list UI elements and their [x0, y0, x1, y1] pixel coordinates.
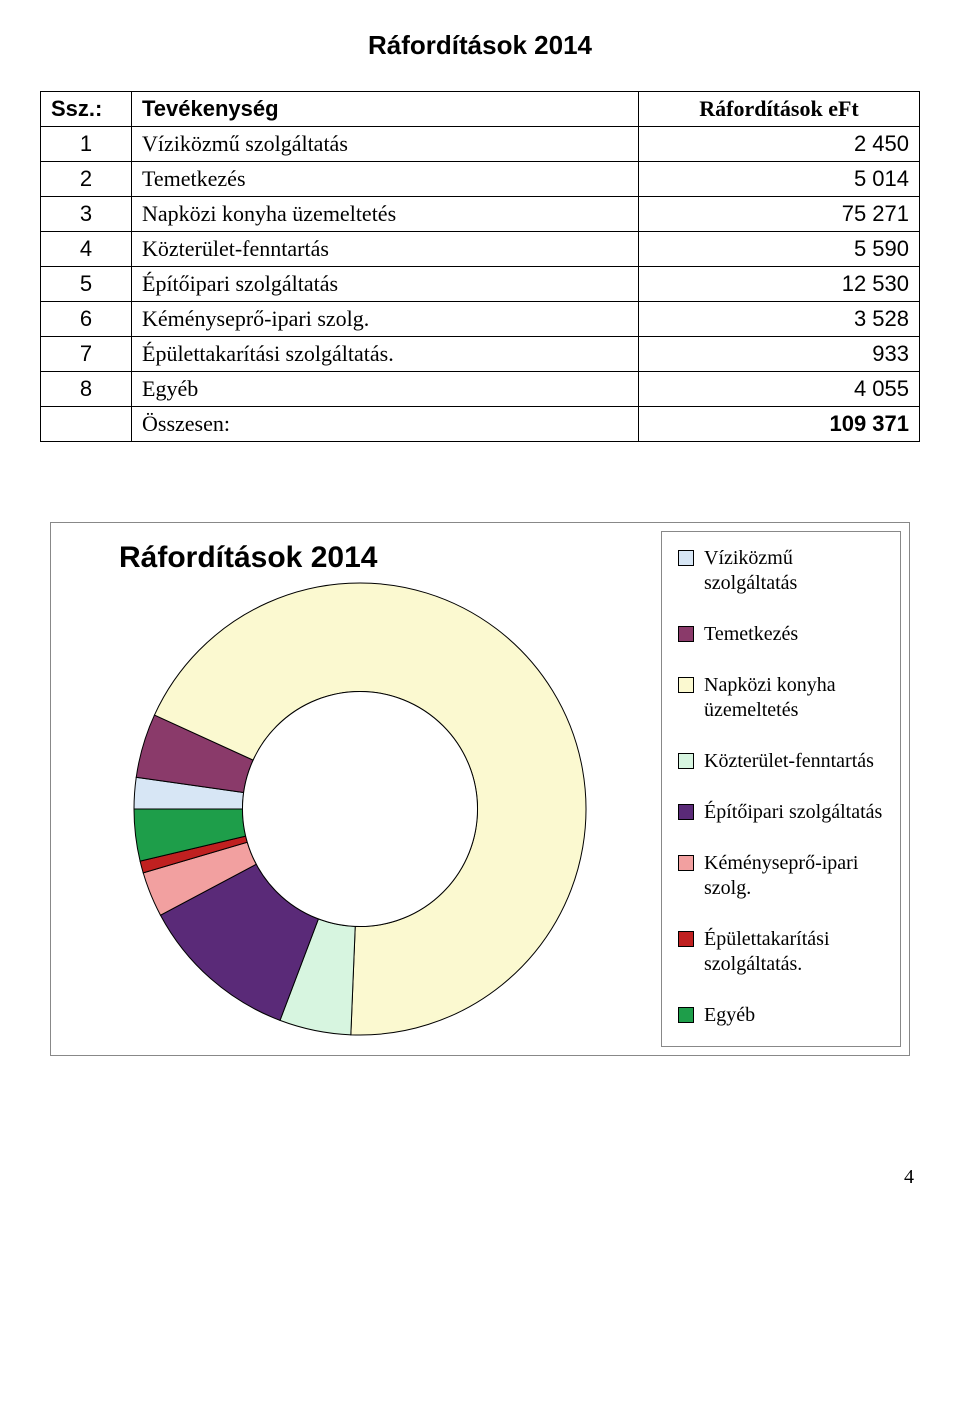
cell-value: 933: [639, 337, 920, 372]
legend-swatch: [678, 550, 694, 566]
col-header-activity: Tevékenység: [132, 92, 639, 127]
table-row: 2Temetkezés5 014: [41, 162, 920, 197]
cell-activity: Építőipari szolgáltatás: [132, 267, 639, 302]
page-number: 4: [40, 1166, 920, 1189]
col-header-value: Ráfordítások eFt: [639, 92, 920, 127]
cell-activity: Egyéb: [132, 372, 639, 407]
table-row: 3Napközi konyha üzemeltetés75 271: [41, 197, 920, 232]
cell-value: 5 014: [639, 162, 920, 197]
legend-swatch: [678, 677, 694, 693]
legend-swatch: [678, 855, 694, 871]
cell-n: 8: [41, 372, 132, 407]
legend-label: Építőipari szolgáltatás: [704, 800, 882, 825]
cell-n: 7: [41, 337, 132, 372]
legend-swatch: [678, 931, 694, 947]
cell-activity: Víziközmű szolgáltatás: [132, 127, 639, 162]
table-row: 7Épülettakarítási szolgáltatás.933: [41, 337, 920, 372]
cell-total-value: 109 371: [639, 407, 920, 442]
legend-item: Közterület-fenntartás: [678, 749, 884, 774]
doughnut-chart: [130, 579, 590, 1039]
legend-item: Épülettakarítási szolgáltatás.: [678, 927, 884, 977]
legend-swatch: [678, 804, 694, 820]
legend-label: Kéményseprő-ipari szolg.: [704, 851, 884, 901]
cell-activity: Temetkezés: [132, 162, 639, 197]
cell-value: 4 055: [639, 372, 920, 407]
cell-n: 2: [41, 162, 132, 197]
table-row: 1Víziközmű szolgáltatás2 450: [41, 127, 920, 162]
legend-swatch: [678, 626, 694, 642]
cell-n: 1: [41, 127, 132, 162]
legend-label: Víziközmű szolgáltatás: [704, 546, 884, 596]
data-table: Ssz.: Tevékenység Ráfordítások eFt 1Vízi…: [40, 91, 920, 442]
table-total-row: Összesen: 109 371: [41, 407, 920, 442]
col-header-ssz: Ssz.:: [41, 92, 132, 127]
table-row: 5Építőipari szolgáltatás12 530: [41, 267, 920, 302]
cell-value: 3 528: [639, 302, 920, 337]
cell-n: [41, 407, 132, 442]
chart-title: Ráfordítások 2014: [59, 541, 377, 575]
cell-activity: Épülettakarítási szolgáltatás.: [132, 337, 639, 372]
legend-label: Egyéb: [704, 1003, 755, 1028]
legend-label: Napközi konyha üzemeltetés: [704, 673, 884, 723]
cell-activity: Kéményseprő-ipari szolg.: [132, 302, 639, 337]
cell-value: 5 590: [639, 232, 920, 267]
table-row: 8Egyéb4 055: [41, 372, 920, 407]
cell-value: 2 450: [639, 127, 920, 162]
legend-label: Közterület-fenntartás: [704, 749, 874, 774]
page-title: Ráfordítások 2014: [40, 30, 920, 61]
cell-activity: Közterület-fenntartás: [132, 232, 639, 267]
chart-hole: [242, 691, 477, 926]
cell-value: 12 530: [639, 267, 920, 302]
legend-item: Temetkezés: [678, 622, 884, 647]
legend-swatch: [678, 1007, 694, 1023]
cell-value: 75 271: [639, 197, 920, 232]
cell-n: 5: [41, 267, 132, 302]
legend-item: Építőipari szolgáltatás: [678, 800, 884, 825]
cell-n: 3: [41, 197, 132, 232]
cell-n: 4: [41, 232, 132, 267]
legend-label: Temetkezés: [704, 622, 798, 647]
table-row: 6Kéményseprő-ipari szolg.3 528: [41, 302, 920, 337]
legend-item: Víziközmű szolgáltatás: [678, 546, 884, 596]
table-row: 4Közterület-fenntartás5 590: [41, 232, 920, 267]
legend-swatch: [678, 753, 694, 769]
cell-activity: Napközi konyha üzemeltetés: [132, 197, 639, 232]
chart-panel: Ráfordítások 2014 Víziközmű szolgáltatás…: [50, 522, 910, 1056]
legend-item: Napközi konyha üzemeltetés: [678, 673, 884, 723]
legend-label: Épülettakarítási szolgáltatás.: [704, 927, 884, 977]
cell-total-label: Összesen:: [132, 407, 639, 442]
legend-item: Egyéb: [678, 1003, 884, 1028]
cell-n: 6: [41, 302, 132, 337]
chart-legend: Víziközmű szolgáltatás Temetkezés Napközi …: [661, 531, 901, 1047]
legend-item: Kéményseprő-ipari szolg.: [678, 851, 884, 901]
